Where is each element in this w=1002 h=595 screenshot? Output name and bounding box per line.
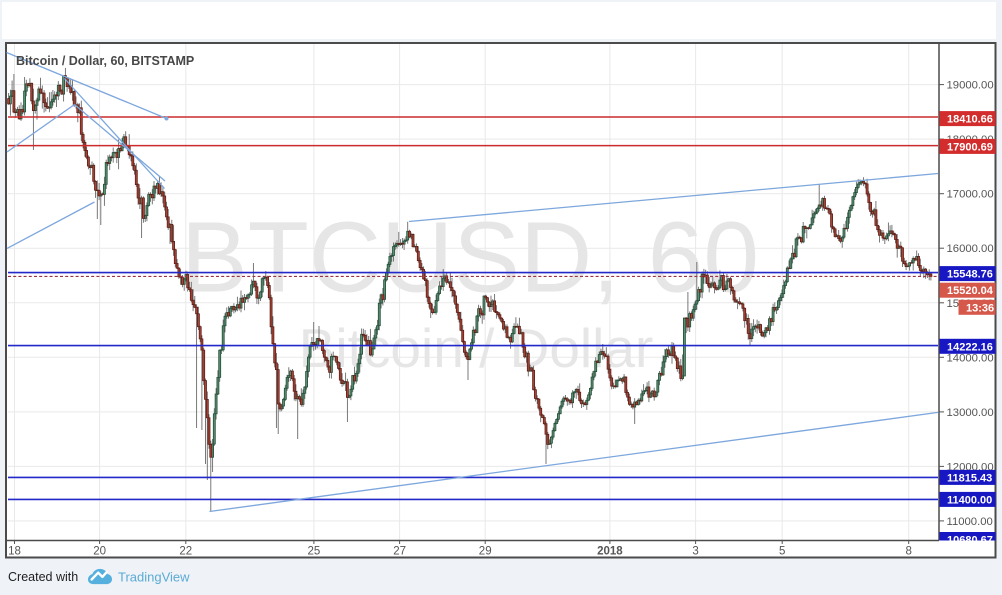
svg-text:Created with: Created with (8, 570, 78, 584)
svg-text:20: 20 (93, 546, 106, 558)
svg-text:13:36: 13:36 (966, 302, 994, 314)
svg-text:27: 27 (393, 546, 406, 558)
svg-text:17900.69: 17900.69 (947, 141, 993, 153)
svg-text:2018: 2018 (597, 546, 623, 558)
svg-text:BTCUSD, 60: BTCUSD, 60 (181, 202, 759, 314)
svg-text:3: 3 (692, 546, 698, 558)
svg-text:25: 25 (308, 546, 321, 558)
svg-text:11400.00: 11400.00 (947, 494, 992, 506)
svg-text:16000.00: 16000.00 (947, 243, 994, 255)
svg-text:19000.00: 19000.00 (947, 80, 994, 92)
svg-text:14222.16: 14222.16 (947, 341, 993, 353)
svg-text:18410.66: 18410.66 (947, 114, 993, 126)
svg-text:TradingView: TradingView (118, 570, 190, 585)
svg-text:14000.00: 14000.00 (947, 352, 994, 364)
svg-text:22: 22 (179, 546, 192, 558)
svg-text:15520.04: 15520.04 (947, 285, 994, 297)
svg-text:11815.43: 11815.43 (947, 472, 992, 484)
svg-text:11000.00: 11000.00 (947, 516, 993, 528)
svg-text:29: 29 (479, 546, 492, 558)
svg-text:Bitcoin / Dollar, 60, BITSTAMP: Bitcoin / Dollar, 60, BITSTAMP (16, 54, 194, 68)
svg-text:15548.76: 15548.76 (947, 269, 993, 281)
svg-text:5: 5 (779, 546, 785, 558)
svg-text:10680.67: 10680.67 (947, 535, 993, 547)
svg-text:13000.00: 13000.00 (947, 407, 994, 419)
svg-text:8: 8 (905, 546, 911, 558)
svg-text:17000.00: 17000.00 (947, 189, 994, 201)
svg-text:18: 18 (8, 546, 21, 558)
